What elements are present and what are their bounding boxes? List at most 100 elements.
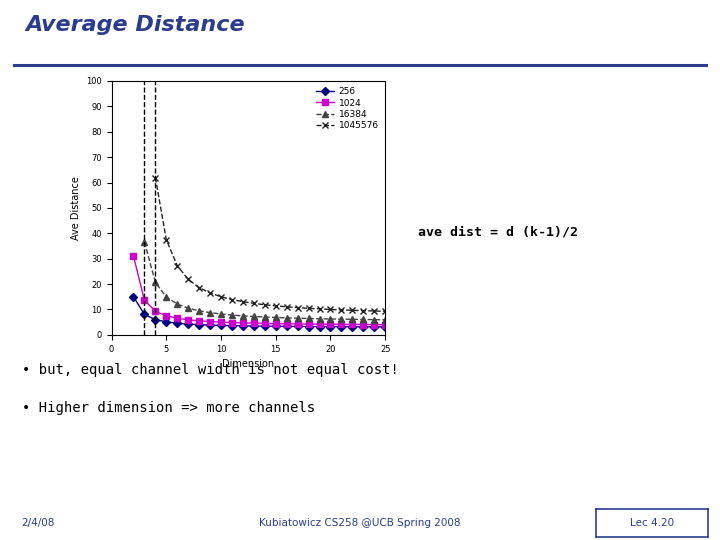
16384	[206, 309, 215, 316]
16384	[162, 294, 171, 300]
16384	[359, 316, 368, 323]
256	[173, 320, 181, 327]
1024	[162, 313, 171, 319]
1024	[238, 320, 247, 326]
256	[261, 323, 269, 329]
1045576	[250, 300, 258, 307]
1024	[326, 321, 335, 328]
1024	[261, 320, 269, 327]
1045576	[217, 294, 225, 300]
256	[381, 323, 390, 330]
256	[228, 322, 236, 329]
Line: 256: 256	[131, 294, 388, 330]
1045576	[271, 302, 280, 309]
256	[151, 316, 160, 323]
1045576	[282, 303, 291, 310]
Text: ave dist = d (k-1)/2: ave dist = d (k-1)/2	[418, 226, 577, 239]
1024	[305, 321, 313, 327]
Text: Kubiatowicz CS258 @UCB Spring 2008: Kubiatowicz CS258 @UCB Spring 2008	[259, 518, 461, 528]
16384	[228, 312, 236, 318]
256	[271, 323, 280, 329]
256	[195, 321, 204, 328]
1024	[184, 316, 192, 323]
256	[129, 294, 138, 300]
Line: 1024: 1024	[131, 253, 388, 327]
1045576	[173, 262, 181, 269]
1045576	[151, 174, 160, 181]
Text: • Higher dimension => more channels: • Higher dimension => more channels	[22, 401, 315, 415]
1024	[129, 253, 138, 259]
1045576	[337, 307, 346, 313]
1045576	[326, 306, 335, 313]
16384	[151, 279, 160, 286]
256	[293, 323, 302, 330]
1045576	[228, 296, 236, 303]
16384	[238, 313, 247, 319]
1024	[250, 320, 258, 326]
1045576	[359, 307, 368, 314]
16384	[305, 315, 313, 322]
1024	[271, 320, 280, 327]
X-axis label: Dimension: Dimension	[222, 359, 274, 369]
1045576	[315, 306, 324, 312]
1045576	[238, 299, 247, 305]
256	[140, 311, 149, 318]
Text: Lec 4.20: Lec 4.20	[630, 518, 674, 528]
16384	[370, 316, 379, 323]
1045576	[261, 301, 269, 308]
1024	[315, 321, 324, 327]
16384	[184, 305, 192, 312]
16384	[315, 315, 324, 322]
Line: 1045576: 1045576	[152, 174, 389, 315]
1045576	[381, 308, 390, 314]
256	[315, 323, 324, 330]
16384	[195, 308, 204, 314]
1024	[359, 321, 368, 328]
Text: Average Distance: Average Distance	[25, 16, 245, 36]
Y-axis label: Ave Distance: Ave Distance	[71, 176, 81, 240]
1045576	[162, 237, 171, 243]
1024	[282, 321, 291, 327]
1045576	[348, 307, 356, 314]
1024	[381, 321, 390, 328]
256	[206, 322, 215, 328]
16384	[282, 315, 291, 321]
256	[348, 323, 356, 330]
16384	[217, 310, 225, 317]
1045576	[195, 284, 204, 291]
256	[359, 323, 368, 330]
1024	[195, 318, 204, 324]
256	[238, 322, 247, 329]
1024	[173, 315, 181, 321]
256	[217, 322, 225, 329]
1024	[337, 321, 346, 328]
Text: • but, equal channel width is not equal cost!: • but, equal channel width is not equal …	[22, 363, 398, 377]
256	[370, 323, 379, 330]
Line: 16384: 16384	[142, 239, 388, 322]
256	[184, 321, 192, 327]
1024	[217, 319, 225, 325]
256	[162, 319, 171, 325]
16384	[250, 313, 258, 320]
1024	[140, 297, 149, 303]
256	[250, 323, 258, 329]
1045576	[293, 305, 302, 311]
256	[305, 323, 313, 330]
1045576	[206, 289, 215, 296]
256	[337, 323, 346, 330]
16384	[326, 316, 335, 322]
1045576	[305, 305, 313, 312]
16384	[271, 314, 280, 321]
1024	[151, 308, 160, 314]
16384	[261, 314, 269, 320]
1045576	[184, 276, 192, 282]
256	[282, 323, 291, 329]
16384	[293, 315, 302, 321]
1024	[206, 318, 215, 325]
1024	[228, 319, 236, 326]
16384	[140, 239, 149, 245]
1024	[370, 321, 379, 328]
Legend: 256, 1024, 16384, 1045576: 256, 1024, 16384, 1045576	[315, 85, 381, 132]
16384	[348, 316, 356, 322]
1045576	[370, 308, 379, 314]
